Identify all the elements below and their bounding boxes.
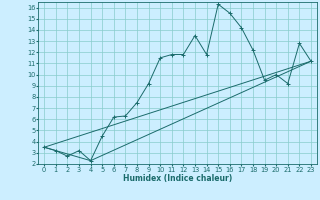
X-axis label: Humidex (Indice chaleur): Humidex (Indice chaleur) [123, 174, 232, 183]
